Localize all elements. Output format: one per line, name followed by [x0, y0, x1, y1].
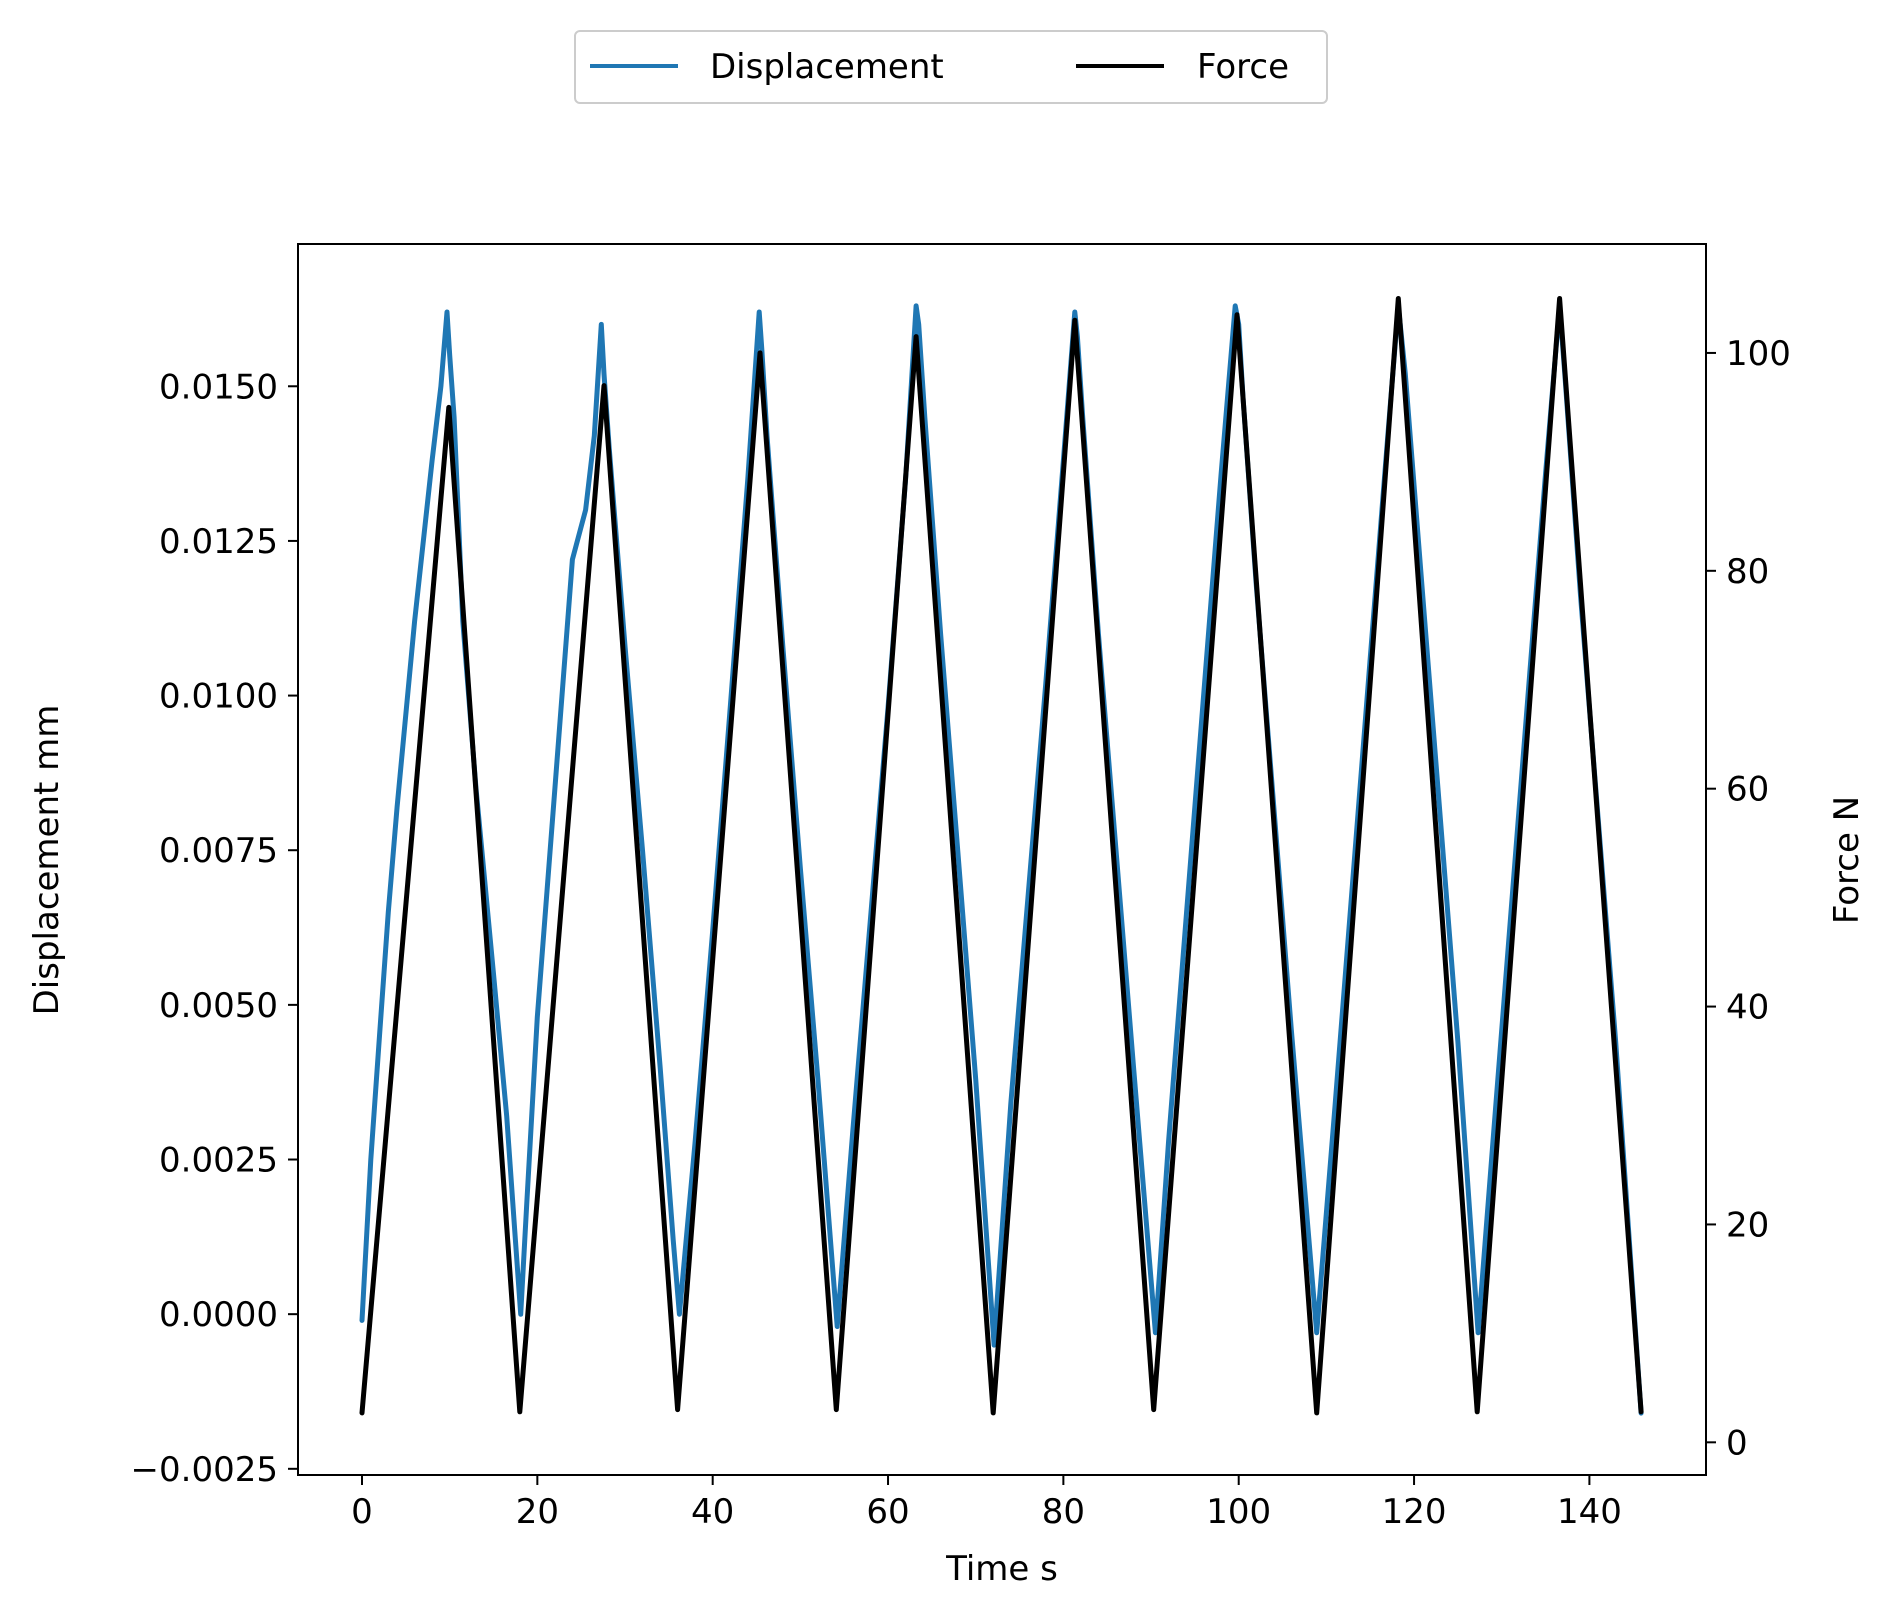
x-tick-label: 140: [1557, 1492, 1622, 1532]
legend-frame: [574, 30, 1328, 104]
legend-label-force: Force: [1197, 47, 1289, 87]
left-y-tick-label: −0.0025: [131, 1450, 278, 1490]
x-axis-ticks: 0 20 40 60 80 100 120 140: [351, 1475, 1622, 1532]
left-y-axis-ticks: −0.0025 0.0000 0.0025 0.0050 0.0075 0.0100 0.0…: [131, 367, 298, 1490]
x-tick-label: 120: [1382, 1492, 1447, 1532]
left-y-tick-label: 0.0150: [159, 367, 278, 407]
x-axis-label: Time s: [945, 1549, 1058, 1589]
left-y-tick-label: 0.0100: [159, 677, 278, 717]
right-y-axis-label: Force N: [1827, 796, 1867, 924]
x-tick-label: 0: [351, 1492, 373, 1532]
series-line-force: [359, 296, 1644, 1416]
left-y-tick-label: 0.0125: [159, 522, 278, 562]
legend-label-displacement: Displacement: [710, 47, 944, 87]
x-tick-label: 100: [1206, 1492, 1271, 1532]
right-y-tick-label: 0: [1726, 1423, 1748, 1463]
plot-frame: [297, 243, 1707, 1476]
legend: Displacement Force: [574, 30, 1328, 104]
left-y-tick-label: 0.0075: [159, 831, 278, 871]
x-tick-label: 40: [691, 1492, 734, 1532]
x-tick-label: 20: [516, 1492, 559, 1532]
x-tick-label: 60: [866, 1492, 909, 1532]
right-y-tick-label: 40: [1726, 988, 1769, 1028]
right-y-tick-label: 100: [1726, 334, 1791, 374]
right-y-tick-label: 60: [1726, 770, 1769, 810]
left-y-tick-label: 0.0050: [159, 986, 278, 1026]
right-y-tick-label: 80: [1726, 552, 1769, 592]
series-line-displacement: [359, 303, 1644, 1416]
left-y-axis-label: Displacement mm: [27, 705, 67, 1016]
left-y-tick-label: 0.0000: [159, 1295, 278, 1335]
x-tick-label: 80: [1042, 1492, 1085, 1532]
right-y-axis-ticks: 0 20 40 60 80 100: [1706, 334, 1791, 1463]
left-y-tick-label: 0.0025: [159, 1141, 278, 1181]
right-y-tick-label: 20: [1726, 1205, 1769, 1245]
plot-lines: [359, 296, 1644, 1416]
